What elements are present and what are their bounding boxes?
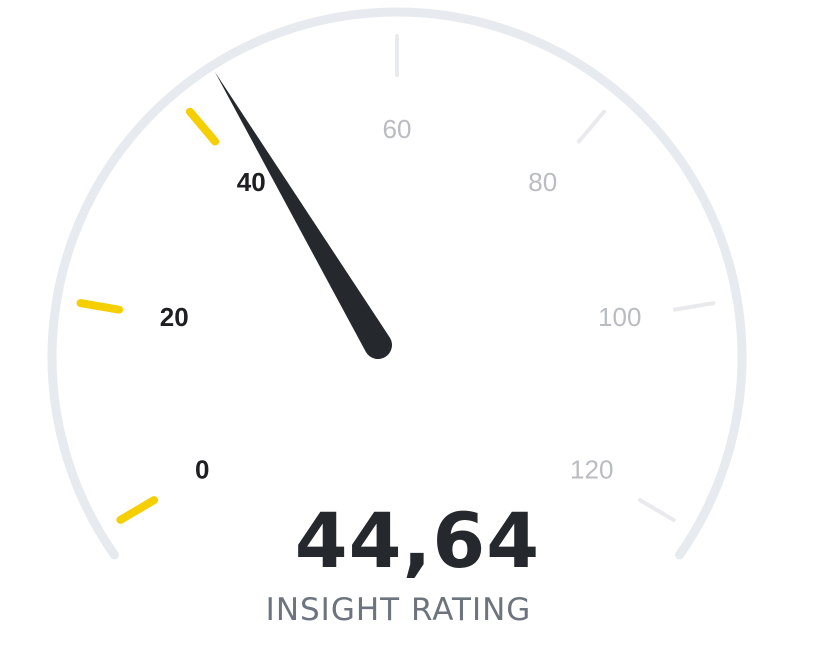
gauge-tick-20 (76, 299, 124, 314)
gauge-tick-label-80: 80 (528, 167, 557, 197)
gauge-tick-40 (185, 107, 220, 146)
gauge-tick-label-20: 20 (160, 302, 189, 332)
gauge-tick-80 (576, 109, 607, 144)
gauge-tick-labels: 0 20 40 60 80 100 120 (160, 114, 642, 485)
gauge-tick-label-60: 60 (383, 114, 412, 144)
gauge-tick-0 (116, 496, 159, 524)
gauge-ticks (76, 34, 716, 524)
gauge-tick-label-120: 120 (570, 455, 613, 485)
gauge-tick-label-0: 0 (195, 455, 209, 485)
gauge-tick-120 (637, 498, 676, 522)
gauge-tick-100 (672, 301, 716, 312)
gauge-label: INSIGHT RATING (265, 592, 532, 628)
gauge-tick-label-40: 40 (237, 167, 266, 197)
gauge-arc (47, 7, 747, 560)
gauge-value: 44,64 (294, 496, 541, 585)
gauge-tick-label-100: 100 (598, 302, 641, 332)
gauge-needle (214, 71, 392, 359)
